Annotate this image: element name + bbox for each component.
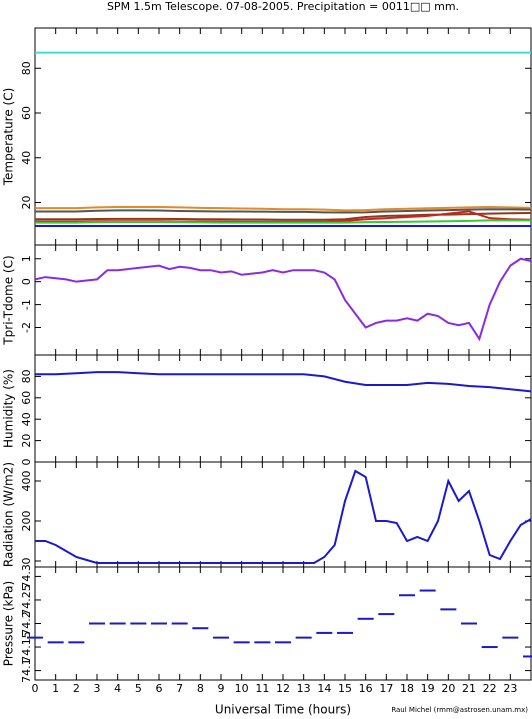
x-tick-label: 8 [197,682,204,695]
data-point [295,636,312,639]
y-tick-label: 0 [20,278,33,285]
x-tick-label: 1 [52,682,59,695]
y-tick-label: 20 [20,434,33,448]
y-tick-label: 40 [20,151,33,165]
data-line [35,371,532,393]
x-axis-label: Universal Time (hours) [215,703,351,717]
x-tick-label: 5 [135,682,142,695]
panel-frame [34,244,532,356]
panel-frame [34,461,532,568]
data-point [461,622,477,625]
x-tick-label: 19 [421,682,435,695]
x-tick-label: 16 [359,682,373,695]
panel-frame [34,354,532,463]
data-point [192,627,209,630]
y-tick-label: 60 [20,106,33,120]
data-point [419,589,436,592]
data-point [130,622,147,625]
data-line [35,469,532,564]
data-point [275,641,291,644]
y-axis-label: Pressure (kPa) [2,581,16,666]
y-tick-label: 74.1 [20,658,33,683]
y-tick-label: 0 [20,558,33,565]
x-tick-label: 7 [176,682,183,695]
x-tick-label: 10 [235,682,249,695]
y-tick-label: -2 [20,322,33,333]
x-tick-label: 14 [317,682,331,695]
x-tick-label: 20 [441,682,455,695]
y-axis-label: Temperature (C) [2,88,16,187]
y-tick-label: 74.3 [20,564,33,589]
x-tick-label: 21 [462,682,476,695]
x-tick-label: 23 [503,682,517,695]
x-tick-label: 15 [338,682,352,695]
y-tick-label: -1 [20,299,33,310]
data-point [481,646,498,649]
data-point [502,636,519,639]
data-line [35,212,532,221]
y-tick-label: 0 [20,459,33,466]
y-tick-label: 200 [20,511,33,532]
panel-frame [34,566,532,681]
data-point [523,655,532,658]
x-tick-label: 13 [297,682,311,695]
data-line [35,219,531,224]
data-line [34,257,532,342]
x-tick-label: 6 [156,682,163,695]
x-tick-label: 17 [379,682,393,695]
data-point [47,641,64,644]
x-tick-label: 22 [483,682,497,695]
data-point [68,641,85,644]
data-point [213,636,229,639]
data-line [35,205,532,212]
x-tick-label: 12 [276,682,290,695]
data-point [357,617,374,620]
y-tick-label: 80 [20,369,33,383]
x-tick-label: 3 [94,682,101,695]
y-axis-label: Humidity (%) [2,369,16,448]
data-point [399,594,415,597]
y-tick-label: 60 [20,391,33,405]
data-point [27,636,43,639]
data-point [337,631,353,634]
data-point [171,622,188,625]
y-tick-label: 80 [20,61,33,75]
data-point [316,631,333,634]
x-tick-label: 11 [255,682,269,695]
y-axis-label: Tpri-Tdome (C) [2,255,16,345]
y-tick-label: 1 [20,255,33,262]
data-point [254,641,271,644]
y-tick-label: 74.25 [20,584,33,616]
y-tick-label: 40 [20,412,33,426]
credit: Raul Michel (rmm@astrosen.unam.mx) [391,706,528,714]
y-tick-label: 400 [20,471,33,492]
x-tick-label: 0 [32,682,39,695]
y-axis-label: Radiation (W/m2) [2,462,16,567]
data-point [109,622,126,625]
data-point [440,608,457,611]
y-tick-label: 74.2 [20,611,33,636]
x-tick-label: 9 [218,682,225,695]
data-point [233,641,250,644]
chart-title: SPM 1.5m Telescope. 07-08-2005. Precipit… [107,0,459,13]
data-line [35,208,532,214]
data-point [151,622,167,625]
y-tick-label: 74.15 [20,631,33,663]
x-tick-label: 18 [400,682,414,695]
data-point [378,613,395,616]
y-tick-label: 20 [20,195,33,209]
x-tick-label: 4 [114,682,121,695]
data-point [89,622,105,625]
x-tick-label: 2 [73,682,80,695]
